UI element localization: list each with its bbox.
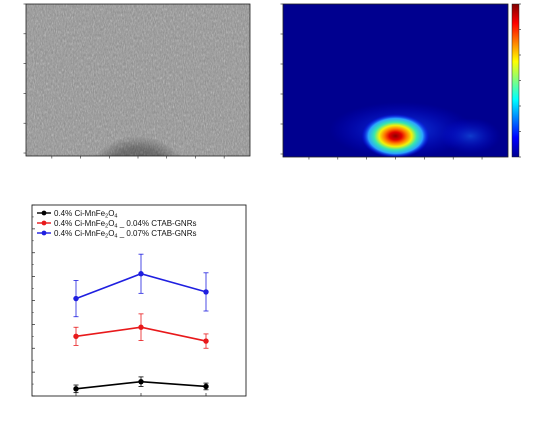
data-point <box>203 338 209 344</box>
legend-subscript: 4 <box>114 224 117 230</box>
legend-subscript: 2 <box>105 234 108 240</box>
legend-subscript: 4 <box>114 234 117 240</box>
inclusion-region <box>96 119 180 156</box>
legend-subscript: 4 <box>114 214 117 220</box>
colorbar <box>511 3 520 158</box>
heatmap-image <box>283 4 508 157</box>
legend-name-main: 0.4% Ci-MnFe <box>54 229 106 238</box>
legend-subscript: 2 <box>105 224 108 230</box>
legend-entry: 0.4% Ci-MnFe2O4 _ 0.04% CTAB-GNRs <box>54 219 196 230</box>
ultrasound-image <box>26 4 250 156</box>
legend-name-tail: _ 0.04% CTAB-GNRs <box>117 219 196 228</box>
data-point <box>138 378 144 385</box>
legend-name-tail: _ 0.07% CTAB-GNRs <box>117 229 196 238</box>
legend-name-mid: O <box>108 229 114 238</box>
panel-b <box>280 3 521 160</box>
series-2 <box>73 253 209 318</box>
data-point <box>203 289 209 295</box>
data-point <box>73 295 79 302</box>
data-point <box>73 333 79 340</box>
legend-swatch-marker <box>41 230 47 236</box>
high-displacement-region <box>361 114 430 157</box>
legend-name-mid: O <box>108 209 114 218</box>
legend-name-mid: O <box>108 219 114 228</box>
data-point <box>138 324 144 330</box>
legend-swatch-marker <box>41 220 47 226</box>
series-0 <box>73 376 209 394</box>
data-point <box>203 383 209 390</box>
legend-name-main: 0.4% Ci-MnFe <box>54 209 106 218</box>
data-point <box>138 271 144 277</box>
series-1 <box>73 313 209 349</box>
legend-name-main: 0.4% Ci-MnFe <box>54 219 106 228</box>
legend-entry: 0.4% Ci-MnFe2O4 <box>54 209 117 220</box>
panel-a <box>23 3 251 159</box>
legend-subscript: 2 <box>105 214 108 220</box>
low-displacement-halo <box>440 118 501 154</box>
legend-swatch-marker <box>41 210 47 216</box>
plot-frame <box>31 204 247 397</box>
legend-entry: 0.4% Ci-MnFe2O4 _ 0.07% CTAB-GNRs <box>54 229 196 240</box>
data-point <box>73 386 79 392</box>
